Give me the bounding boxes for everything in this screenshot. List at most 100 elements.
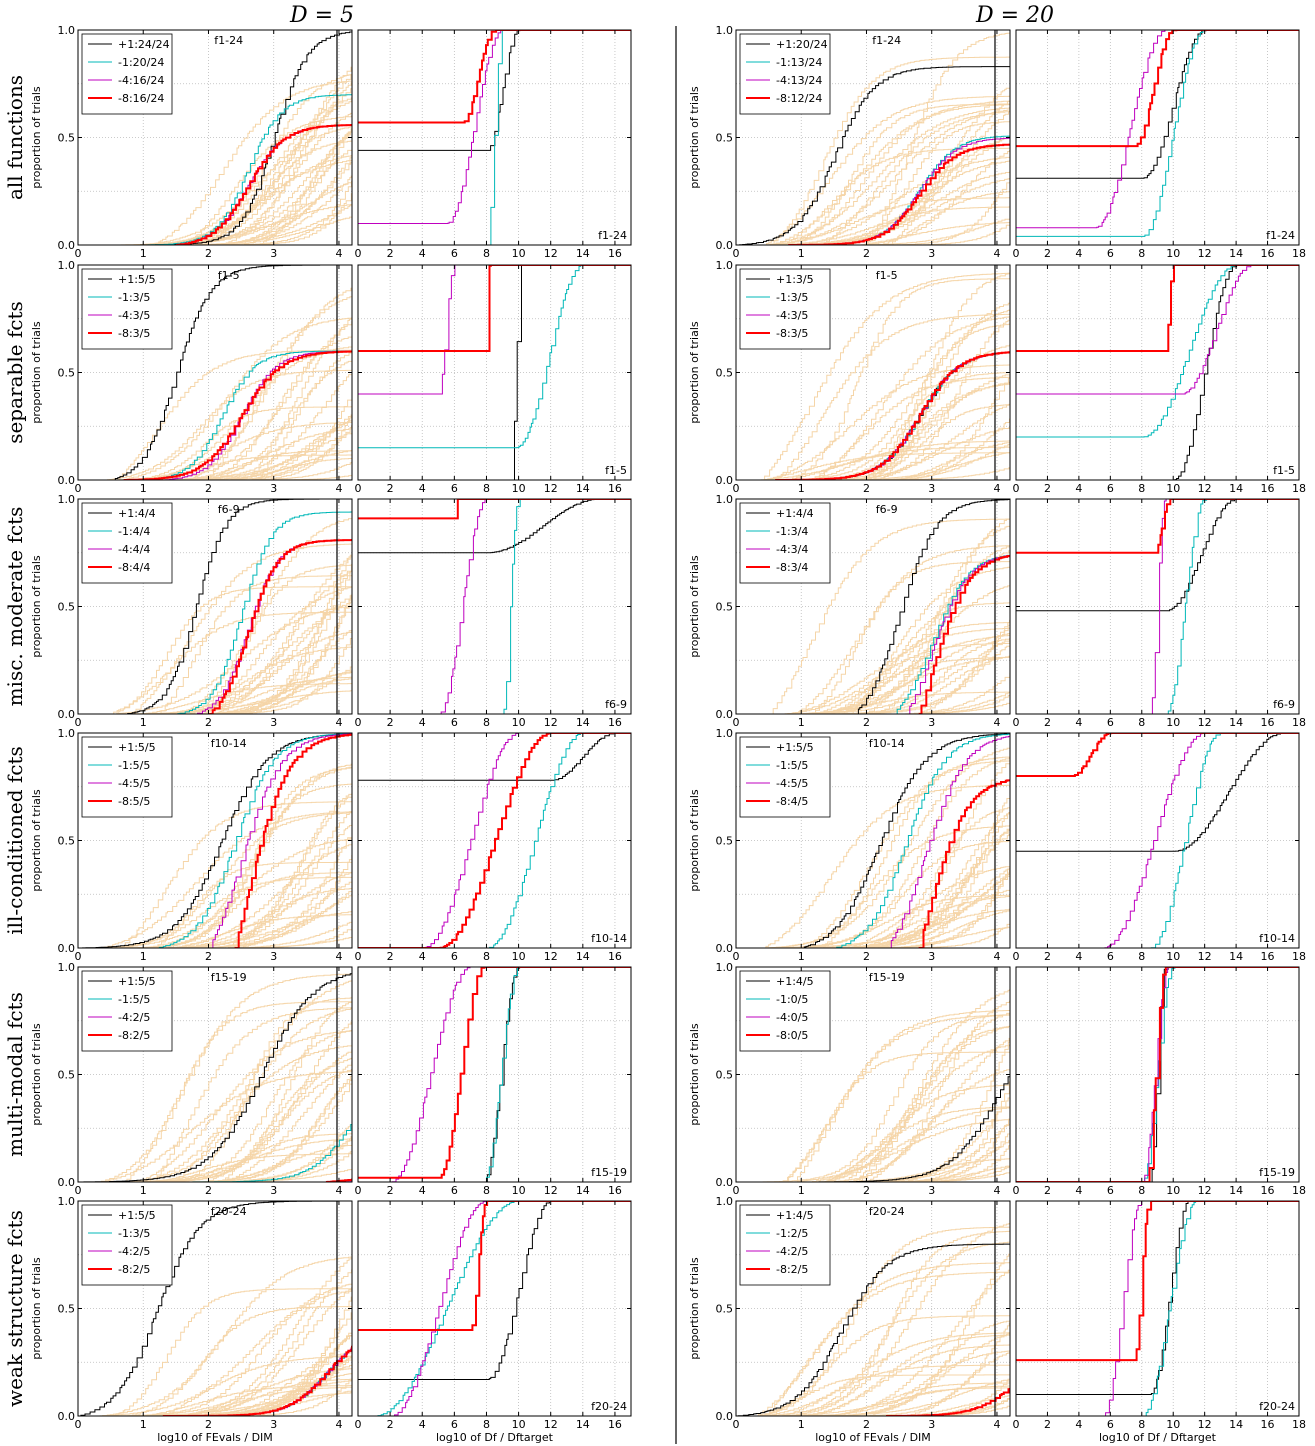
series-line-2 <box>156 733 352 948</box>
background-curve <box>783 1014 1010 1182</box>
legend-entry: -1:3/5 <box>118 1227 150 1240</box>
legend-entry: -1:5/5 <box>118 993 150 1006</box>
x-tick-label: 14 <box>576 1418 590 1431</box>
series-line-2 <box>143 350 352 480</box>
background-curve <box>801 760 1010 948</box>
background-curve <box>765 1271 1010 1416</box>
series-line-3 <box>788 351 1010 480</box>
group-label: f1-24 <box>1266 229 1295 242</box>
background-curve <box>208 1074 352 1182</box>
background-curve <box>872 381 1010 480</box>
x-tick-label: 6 <box>451 1184 458 1197</box>
y-tick-label: 0.0 <box>58 1176 76 1189</box>
x-tick-label: 2 <box>1044 1418 1051 1431</box>
curves <box>756 733 1010 948</box>
x-tick-label: 16 <box>608 950 622 963</box>
x-tick-label: 2 <box>205 482 212 495</box>
legend-entry: -4:5/5 <box>776 777 808 790</box>
x-tick-label: 1 <box>798 482 805 495</box>
background-curve <box>782 642 1010 714</box>
x-tick-label: 16 <box>1261 716 1275 729</box>
x-tick-label: 14 <box>1229 247 1243 260</box>
series-line-2 <box>833 733 1010 948</box>
panel-f1-24-d5-fevals: 0 1 2 3 4 0.0 0.5 1.0 f1-24 +1:24/24 -1:20/24 -4:16… <box>30 24 353 260</box>
curves <box>1016 1201 1299 1416</box>
x-tick-label: 0 <box>75 247 82 260</box>
background-curve <box>864 32 1010 245</box>
background-curve <box>202 1078 352 1182</box>
series-line-3 <box>1016 733 1299 948</box>
x-tick-label: 3 <box>928 1184 935 1197</box>
x-tick-label: 1 <box>140 950 147 963</box>
x-tick-label: 1 <box>798 1184 805 1197</box>
y-tick-label: 0.5 <box>58 835 76 848</box>
y-tick-label: 0.5 <box>716 1303 734 1316</box>
x-tick-label: 4 <box>335 950 342 963</box>
background-curve <box>807 309 1010 480</box>
x-tick-label: 2 <box>1044 1184 1051 1197</box>
background-curve <box>114 690 352 714</box>
background-curve <box>771 197 1010 245</box>
series-line-3 <box>358 499 631 714</box>
x-tick-label: 0 <box>1013 950 1020 963</box>
background-curve <box>888 858 1010 948</box>
background-curve <box>811 98 1010 245</box>
x-tick-label: 3 <box>928 482 935 495</box>
series-line-1 <box>358 1201 631 1380</box>
group-label: f10-14 <box>869 737 905 750</box>
background-curve <box>160 1355 352 1416</box>
y-axis-label: proportion of trials <box>30 1023 43 1126</box>
background-curve <box>829 634 1010 714</box>
legend-entry: +1:5/5 <box>118 273 156 286</box>
curves <box>104 265 352 480</box>
x-tick-label: 12 <box>1198 1418 1212 1431</box>
x-tick-label: 0 <box>1013 482 1020 495</box>
background-curve <box>229 806 352 948</box>
y-tick-label: 1.0 <box>58 1195 76 1208</box>
background-curve <box>859 222 1010 245</box>
curves <box>358 967 631 1182</box>
y-tick-label: 0.5 <box>58 601 76 614</box>
background-curve <box>915 222 1010 245</box>
background-curve <box>907 689 1010 714</box>
background-curve <box>159 1000 352 1182</box>
x-tick-label: 3 <box>928 247 935 260</box>
background-curve <box>197 852 352 948</box>
plot-frame <box>357 966 632 1183</box>
x-tick-label: 12 <box>1198 950 1212 963</box>
x-tick-label: 1 <box>798 247 805 260</box>
background-curve <box>100 811 352 948</box>
background-curve <box>179 997 352 1182</box>
legend-entry: -4:0/5 <box>776 1011 808 1024</box>
series-line-1 <box>358 30 631 151</box>
x-tick-label: 1 <box>140 1418 147 1431</box>
background-curve <box>124 973 352 1182</box>
background-curve <box>155 599 352 714</box>
x-tick-label: 6 <box>1107 1184 1114 1197</box>
background-curve <box>788 278 1010 480</box>
background-curve <box>99 876 352 948</box>
panel-f1-24-d20-df: 0 2 4 6 8 10 12 14 16 18 f1-24 <box>1013 29 1306 260</box>
x-tick-label: 6 <box>1107 482 1114 495</box>
y-tick-label: 0.5 <box>58 132 76 145</box>
x-tick-label: 16 <box>1261 247 1275 260</box>
background-curve <box>756 840 1010 948</box>
series-line-4 <box>175 124 352 245</box>
y-tick-label: 1.0 <box>716 961 734 974</box>
background-curve <box>147 676 352 714</box>
background-curve <box>785 160 1010 245</box>
legend-entry: -1:3/4 <box>776 525 808 538</box>
x-tick-label: 6 <box>1107 950 1114 963</box>
series-line-1 <box>736 1243 1010 1416</box>
legend: +1:4/4 -1:3/4 -4:3/4 -8:3/4 <box>739 502 831 584</box>
background-curve <box>256 1327 352 1416</box>
x-tick-label: 0 <box>1013 1184 1020 1197</box>
x-tick-label: 10 <box>512 950 526 963</box>
x-tick-label: 1 <box>798 1418 805 1431</box>
x-tick-label: 2 <box>205 247 212 260</box>
background-curve <box>206 335 352 480</box>
x-tick-label: 0 <box>733 482 740 495</box>
panel-f10-14-d20-df: 0 2 4 6 8 10 12 14 16 18 f10-14 <box>1013 732 1306 963</box>
x-tick-label: 2 <box>387 1418 394 1431</box>
background-curve <box>248 421 352 480</box>
